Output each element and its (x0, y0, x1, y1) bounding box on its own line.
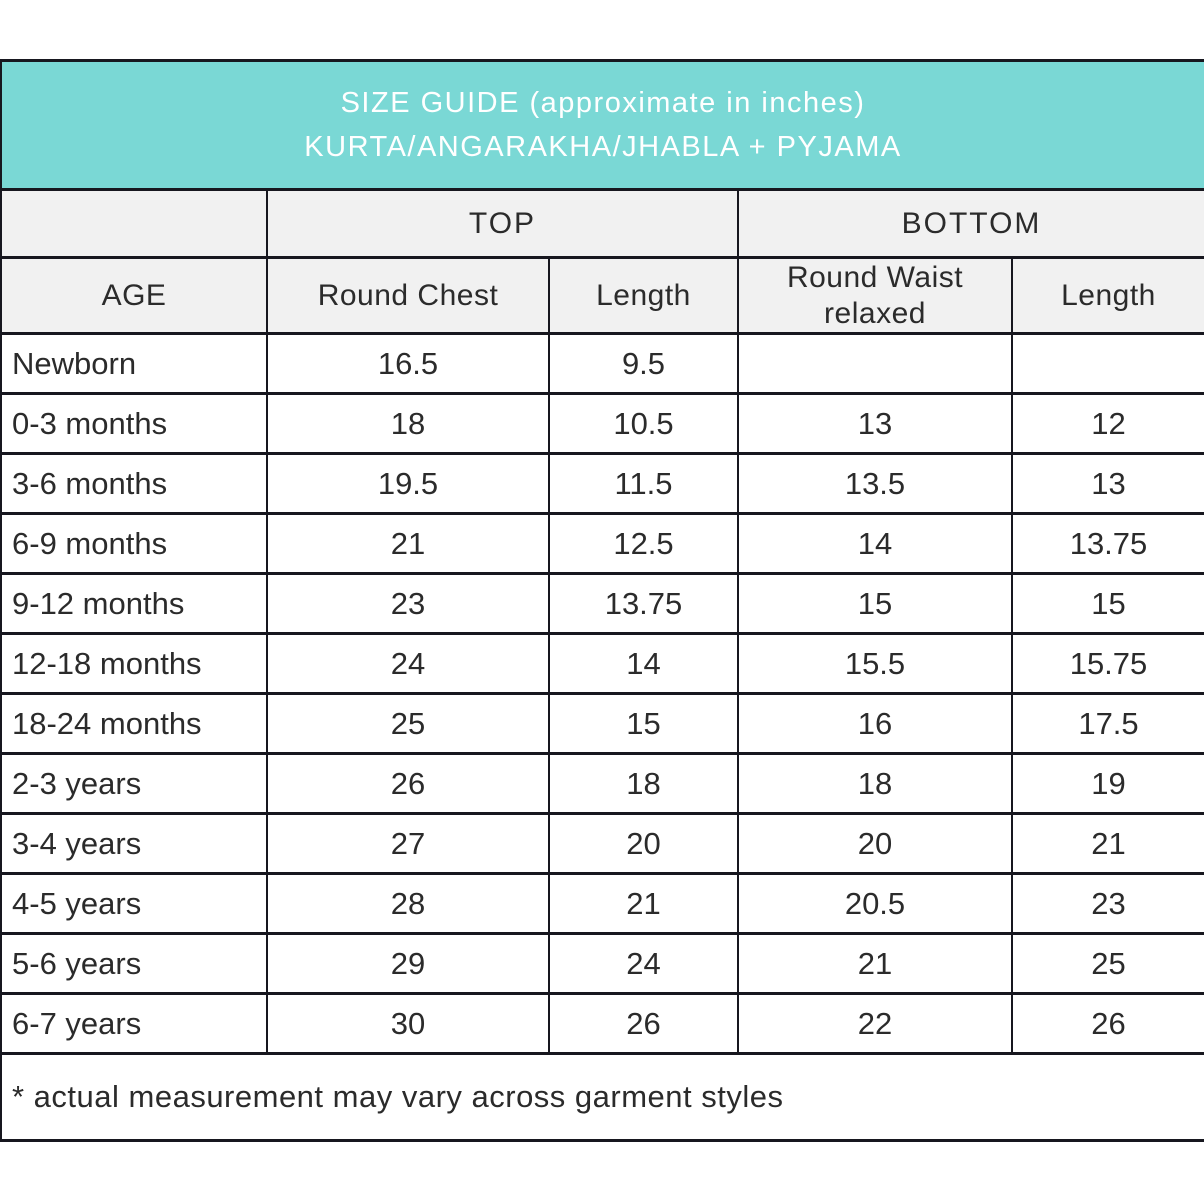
value-cell: 12 (1011, 392, 1204, 455)
value-cell: 26 (548, 992, 739, 1055)
col-header-age: AGE (0, 256, 268, 335)
group-header-top: TOP (266, 188, 739, 259)
value-cell (1011, 332, 1204, 395)
value-cell: 18 (266, 392, 550, 455)
value-cell: 15 (548, 692, 739, 755)
table-row: 18-24 months 25 15 16 17.5 (0, 692, 1204, 755)
value-cell: 25 (1011, 932, 1204, 995)
value-cell: 20 (737, 812, 1013, 875)
table-row: 3-4 years 27 20 20 21 (0, 812, 1204, 875)
value-cell: 13 (737, 392, 1013, 455)
group-header-row: TOP BOTTOM (0, 188, 1204, 259)
age-cell: 2-3 years (0, 752, 268, 815)
table-row: 4-5 years 28 21 20.5 23 (0, 872, 1204, 935)
value-cell: 14 (737, 512, 1013, 575)
age-cell: 4-5 years (0, 872, 268, 935)
value-cell: 19 (1011, 752, 1204, 815)
value-cell: 28 (266, 872, 550, 935)
group-header-bottom: BOTTOM (737, 188, 1204, 259)
col-header-top-length: Length (548, 256, 739, 335)
value-cell: 15 (737, 572, 1013, 635)
value-cell: 27 (266, 812, 550, 875)
value-cell: 23 (1011, 872, 1204, 935)
group-header-empty (0, 188, 268, 259)
col-header-round-chest: Round Chest (266, 256, 550, 335)
footnote-row: * actual measurement may vary across gar… (0, 1052, 1204, 1142)
value-cell: 13.75 (1011, 512, 1204, 575)
value-cell: 30 (266, 992, 550, 1055)
value-cell: 18 (548, 752, 739, 815)
value-cell: 17.5 (1011, 692, 1204, 755)
value-cell: 15.75 (1011, 632, 1204, 695)
size-guide-table: SIZE GUIDE (approximate in inches) KURTA… (0, 59, 1204, 1142)
age-cell: 3-6 months (0, 452, 268, 515)
age-cell: 12-18 months (0, 632, 268, 695)
value-cell: 21 (266, 512, 550, 575)
age-cell: Newborn (0, 332, 268, 395)
col-header-round-waist: Round Waist relaxed (737, 256, 1013, 335)
title-line-1: SIZE GUIDE (approximate in inches) (340, 87, 866, 119)
value-cell: 13.5 (737, 452, 1013, 515)
title-banner: SIZE GUIDE (approximate in inches) KURTA… (0, 59, 1204, 191)
value-cell: 20.5 (737, 872, 1013, 935)
value-cell: 26 (266, 752, 550, 815)
value-cell: 16 (737, 692, 1013, 755)
value-cell: 24 (548, 932, 739, 995)
age-cell: 5-6 years (0, 932, 268, 995)
age-cell: 6-7 years (0, 992, 268, 1055)
value-cell: 13 (1011, 452, 1204, 515)
age-cell: 6-9 months (0, 512, 268, 575)
value-cell: 26 (1011, 992, 1204, 1055)
value-cell: 9.5 (548, 332, 739, 395)
value-cell: 15.5 (737, 632, 1013, 695)
value-cell (737, 332, 1013, 395)
table-row: 6-7 years 30 26 22 26 (0, 992, 1204, 1055)
age-cell: 9-12 months (0, 572, 268, 635)
value-cell: 22 (737, 992, 1013, 1055)
page: SIZE GUIDE (approximate in inches) KURTA… (0, 59, 1204, 1142)
column-header-row: AGE Round Chest Length Round Waist relax… (0, 256, 1204, 335)
value-cell: 15 (1011, 572, 1204, 635)
value-cell: 11.5 (548, 452, 739, 515)
value-cell: 29 (266, 932, 550, 995)
table-row: 3-6 months 19.5 11.5 13.5 13 (0, 452, 1204, 515)
title-line-2: KURTA/ANGARAKHA/JHABLA + PYJAMA (304, 131, 902, 163)
footnote: * actual measurement may vary across gar… (0, 1052, 1204, 1142)
table-row: 5-6 years 29 24 21 25 (0, 932, 1204, 995)
value-cell: 24 (266, 632, 550, 695)
table-row: Newborn 16.5 9.5 (0, 332, 1204, 395)
value-cell: 14 (548, 632, 739, 695)
value-cell: 18 (737, 752, 1013, 815)
age-cell: 0-3 months (0, 392, 268, 455)
value-cell: 16.5 (266, 332, 550, 395)
value-cell: 12.5 (548, 512, 739, 575)
col-header-bottom-length: Length (1011, 256, 1204, 335)
table-row: 12-18 months 24 14 15.5 15.75 (0, 632, 1204, 695)
age-cell: 3-4 years (0, 812, 268, 875)
value-cell: 25 (266, 692, 550, 755)
value-cell: 10.5 (548, 392, 739, 455)
table-row: 2-3 years 26 18 18 19 (0, 752, 1204, 815)
value-cell: 19.5 (266, 452, 550, 515)
age-cell: 18-24 months (0, 692, 268, 755)
value-cell: 21 (737, 932, 1013, 995)
value-cell: 21 (548, 872, 739, 935)
value-cell: 21 (1011, 812, 1204, 875)
value-cell: 13.75 (548, 572, 739, 635)
value-cell: 20 (548, 812, 739, 875)
table-row: 6-9 months 21 12.5 14 13.75 (0, 512, 1204, 575)
table-row: 9-12 months 23 13.75 15 15 (0, 572, 1204, 635)
title-banner-row: SIZE GUIDE (approximate in inches) KURTA… (0, 59, 1204, 191)
value-cell: 23 (266, 572, 550, 635)
table-row: 0-3 months 18 10.5 13 12 (0, 392, 1204, 455)
